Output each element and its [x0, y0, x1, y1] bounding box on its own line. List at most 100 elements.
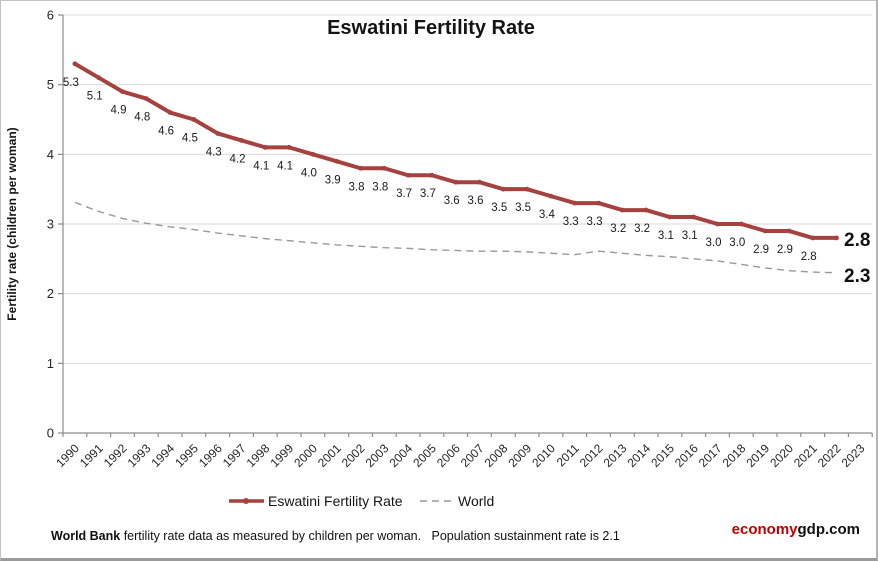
data-point-marker — [786, 228, 792, 234]
data-point-label: 3.3 — [563, 216, 579, 228]
eswatini-end-value-label: 2.8 — [844, 230, 870, 251]
data-point-label: 3.5 — [491, 202, 507, 214]
x-tick-label: 2018 — [720, 441, 749, 470]
site-logo-gdp: gdp.com — [797, 521, 861, 538]
data-point-marker — [215, 131, 221, 136]
x-tick-label: 1999 — [267, 441, 296, 470]
x-tick-label: 2000 — [291, 441, 320, 470]
data-point-label: 3.4 — [539, 209, 556, 221]
data-point-marker — [596, 200, 601, 206]
site-logo-economy: economy — [731, 521, 798, 538]
x-tick-label: 2005 — [410, 441, 439, 470]
data-point-label: 3.0 — [706, 237, 722, 249]
data-point-label: 5.1 — [87, 91, 103, 103]
data-point-marker — [143, 96, 149, 101]
source-name: World Bank — [51, 529, 121, 543]
x-tick-label: 2010 — [529, 441, 558, 470]
y-tick-label: 1 — [47, 356, 54, 371]
data-point-marker — [500, 186, 506, 192]
data-point-label: 3.2 — [610, 223, 626, 235]
data-point-marker — [167, 110, 173, 115]
data-point-marker — [120, 89, 125, 95]
x-tick-label: 2023 — [839, 441, 868, 470]
legend-world-label[interactable]: World — [458, 493, 494, 509]
data-point-label: 2.8 — [801, 251, 817, 263]
x-tick-label: 1991 — [77, 441, 106, 470]
x-tick-label: 2020 — [767, 441, 796, 470]
x-tick-label: 2008 — [482, 441, 511, 470]
legend-eswatini-marker-icon — [243, 498, 249, 504]
data-point-label: 3.7 — [420, 188, 436, 200]
data-point-marker — [667, 214, 673, 220]
world-end-value-label: 2.3 — [844, 266, 870, 287]
data-point-marker — [239, 138, 244, 143]
site-logo[interactable]: economygdp.com — [732, 521, 860, 538]
x-tick-label: 2017 — [696, 441, 725, 470]
y-tick-label: 2 — [47, 286, 54, 301]
data-point-label: 3.9 — [325, 174, 341, 186]
data-point-marker — [691, 214, 697, 220]
x-tick-label: 1996 — [196, 441, 225, 470]
data-point-label: 4.2 — [230, 153, 246, 165]
fertility-line-chart: Eswatini Fertility Rate Fertility rate (… — [5, 8, 873, 509]
y-tick-label: 0 — [47, 426, 54, 441]
data-point-label: 3.6 — [468, 195, 484, 207]
data-point-marker — [643, 207, 649, 213]
data-point-label: 4.1 — [277, 160, 293, 172]
y-tick-label: 6 — [47, 8, 54, 23]
data-point-marker — [358, 165, 363, 171]
data-point-marker — [262, 144, 268, 150]
data-point-marker — [72, 61, 78, 67]
x-tick-label: 1994 — [148, 441, 177, 470]
x-tick-label: 2009 — [505, 441, 534, 470]
data-point-label: 3.7 — [396, 188, 412, 200]
data-point-marker — [405, 172, 411, 178]
data-point-marker — [191, 117, 197, 122]
y-tick-label: 5 — [47, 77, 54, 92]
x-tick-label: 2006 — [434, 441, 463, 470]
legend: Eswatini Fertility Rate World — [229, 493, 494, 509]
data-point-label: 2.9 — [753, 244, 769, 256]
data-point-marker — [548, 193, 554, 199]
plot-area: 0123456199019911992199319941995199619971… — [47, 8, 873, 470]
x-tick-label: 1990 — [53, 441, 82, 470]
y-tick-label: 3 — [47, 217, 54, 232]
data-point-marker — [619, 207, 625, 213]
data-point-marker — [477, 179, 482, 185]
data-point-label: 3.6 — [444, 195, 460, 207]
data-point-marker — [810, 235, 816, 241]
legend-eswatini-label[interactable]: Eswatini Fertility Rate — [268, 493, 403, 509]
data-point-marker — [310, 151, 316, 157]
x-tick-label: 2013 — [601, 441, 630, 470]
data-point-marker — [524, 186, 530, 192]
data-point-label: 3.5 — [515, 202, 531, 214]
eswatini-series-line — [72, 61, 839, 240]
data-point-label: 4.6 — [158, 126, 174, 138]
data-point-label: 3.0 — [729, 237, 745, 249]
data-point-label: 5.3 — [63, 77, 79, 89]
x-tick-label: 2012 — [577, 441, 606, 470]
data-point-marker — [762, 228, 768, 234]
data-point-marker — [715, 221, 720, 227]
x-tick-label: 2002 — [339, 441, 368, 470]
x-tick-label: 2004 — [386, 441, 415, 470]
chart-title: Eswatini Fertility Rate — [327, 17, 535, 39]
data-point-marker — [453, 179, 459, 185]
x-tick-label: 1993 — [125, 441, 154, 470]
data-point-marker — [286, 144, 292, 150]
source-note: World Bank fertility rate data as measur… — [51, 529, 620, 543]
x-tick-label: 2022 — [815, 441, 844, 470]
data-point-marker — [572, 200, 578, 206]
x-tick-label: 1998 — [244, 441, 273, 470]
x-tick-label: 2011 — [554, 441, 582, 469]
data-point-marker — [738, 221, 744, 227]
data-point-label: 4.9 — [111, 105, 127, 117]
data-point-label: 3.3 — [587, 216, 603, 228]
data-point-label: 4.5 — [182, 133, 198, 145]
x-tick-label: 2001 — [315, 441, 344, 470]
data-point-label: 3.1 — [682, 230, 698, 242]
x-tick-label: 1995 — [172, 441, 201, 470]
y-tick-label: 4 — [47, 147, 54, 162]
data-point-label: 3.8 — [349, 181, 365, 193]
